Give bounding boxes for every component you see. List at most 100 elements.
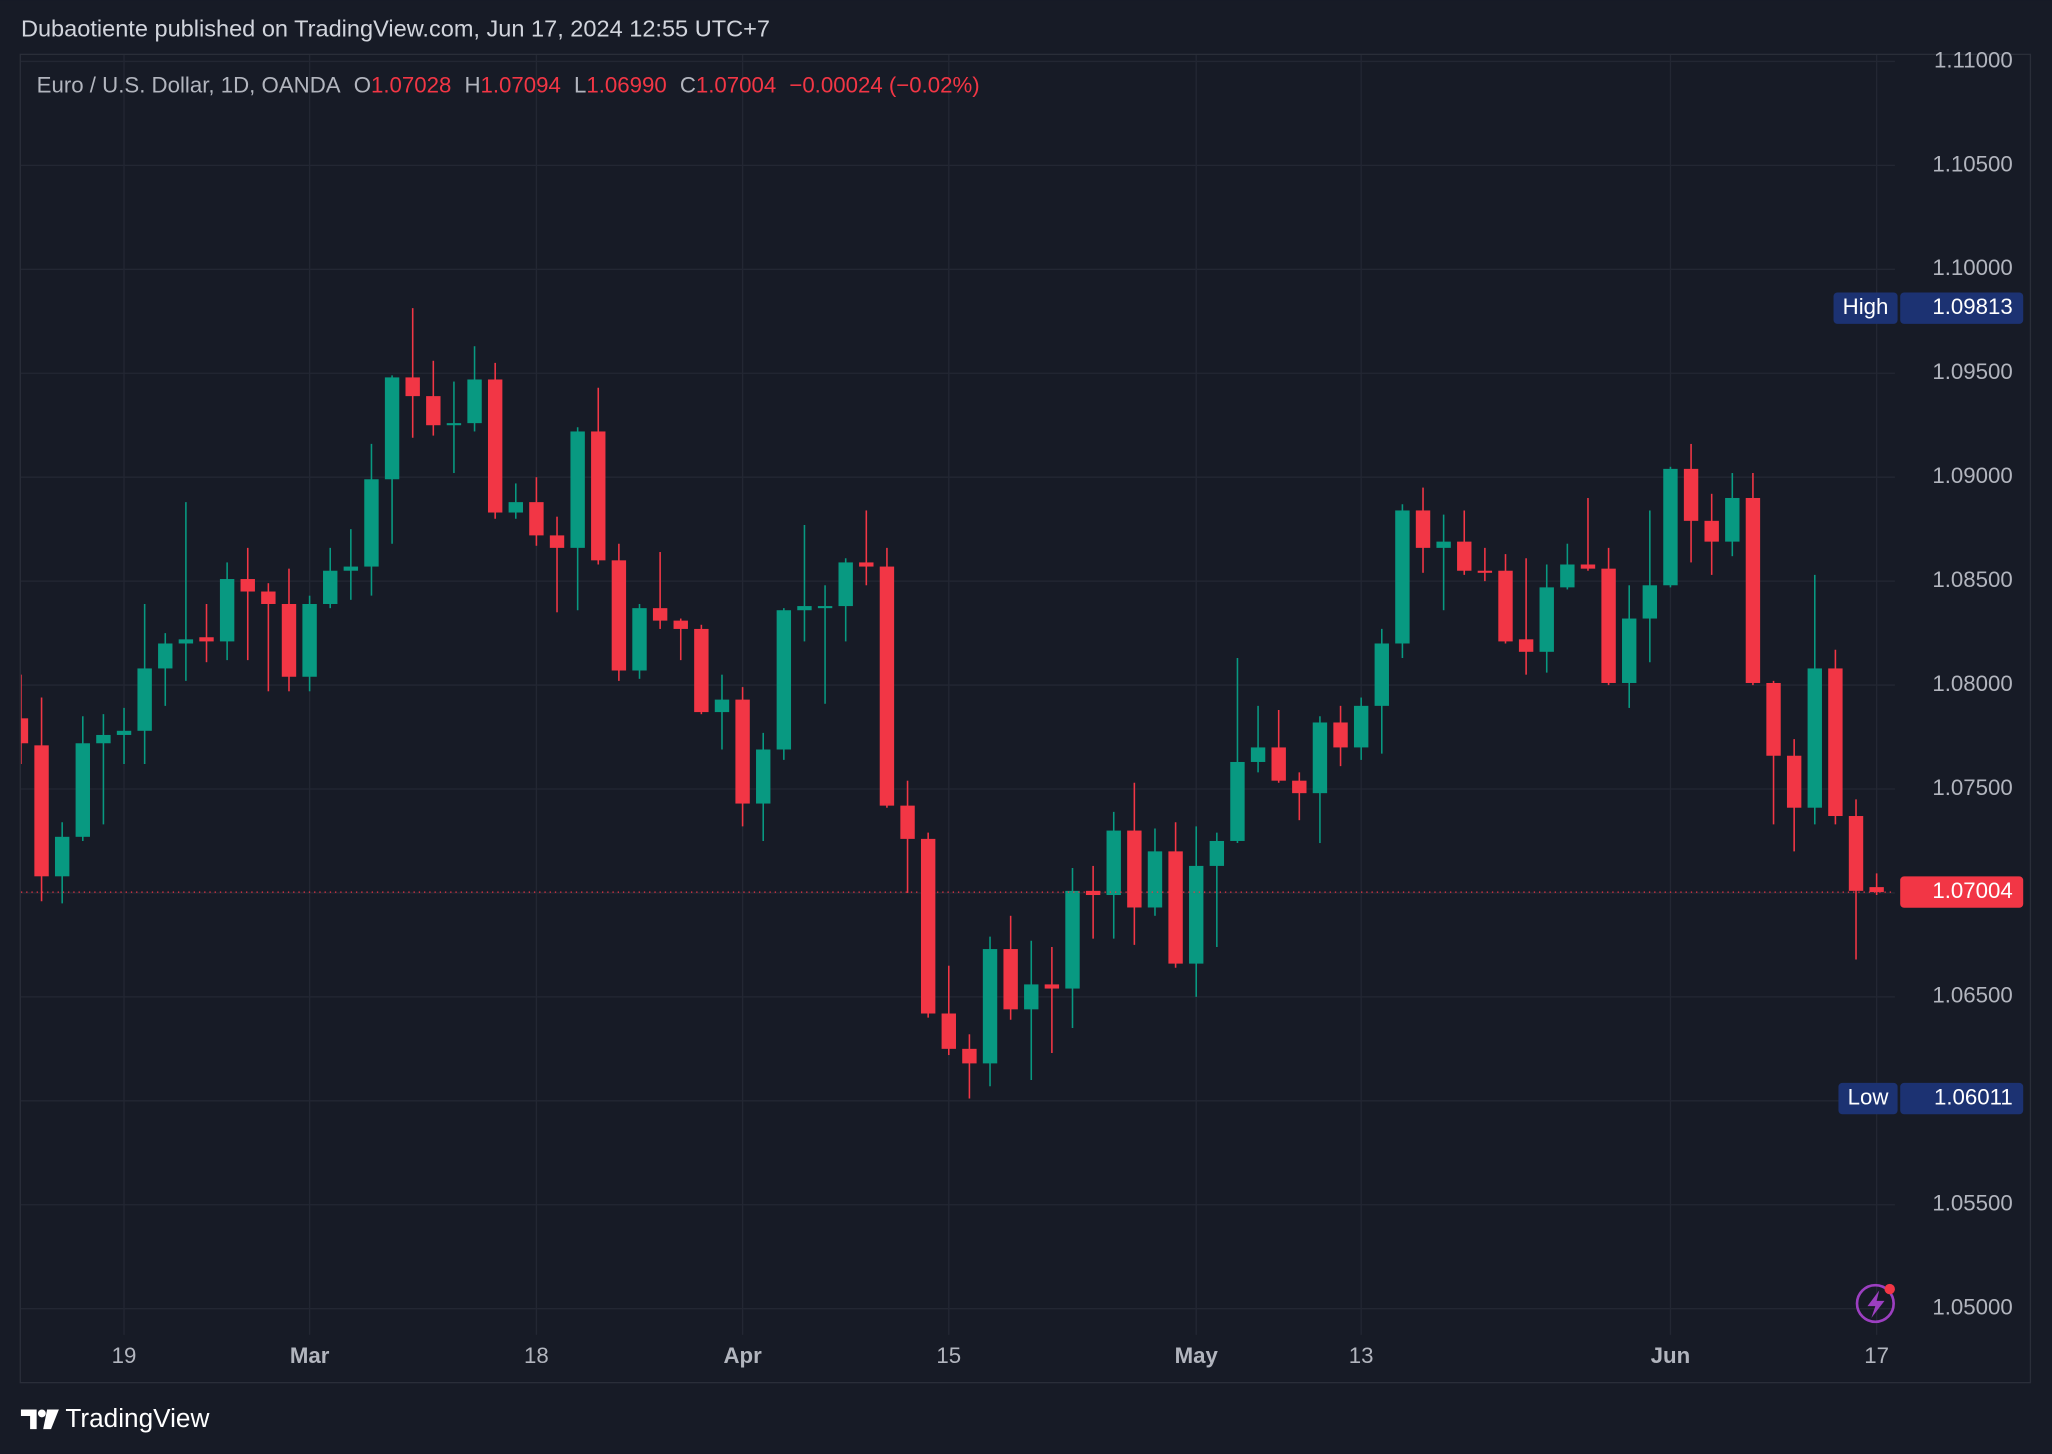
x-tick-label: 13 <box>1349 1343 1374 1368</box>
candle-body <box>1250 747 1266 762</box>
candle-body <box>1869 887 1884 893</box>
candle-body <box>900 805 915 839</box>
candle-body <box>714 699 730 713</box>
last-price-label: 1.07004 <box>1932 878 2012 903</box>
last-price-badge <box>1900 876 2024 908</box>
x-tick-label: Apr <box>723 1343 762 1368</box>
change-value: −0.00024 (−0.02%) <box>789 72 979 97</box>
candle-body <box>1271 747 1286 781</box>
extreme-name-label: Low <box>1848 1084 1890 1109</box>
candle-body <box>1374 643 1389 706</box>
candle-body <box>1580 564 1596 569</box>
y-tick-label: 1.10000 <box>1932 255 2012 280</box>
candle-body <box>1539 587 1554 652</box>
candle-body <box>1457 541 1472 571</box>
candle-body <box>673 620 688 629</box>
candle-body <box>1312 722 1328 794</box>
icon-ring <box>1855 1283 1895 1324</box>
ohlc-key: O <box>354 72 371 97</box>
candle-body <box>838 562 853 607</box>
candle-body <box>1065 890 1080 989</box>
candle-body <box>1230 761 1245 841</box>
candle-body <box>54 836 70 877</box>
candle-body <box>1085 890 1101 896</box>
ohlc-key: H <box>464 72 480 97</box>
candle-body <box>817 606 833 609</box>
candle-body <box>96 734 111 744</box>
candle-body <box>1766 682 1781 756</box>
candles <box>20 308 1884 1099</box>
candle-body <box>694 628 709 713</box>
candle-body <box>487 379 503 513</box>
logo-mark <box>20 1409 37 1430</box>
symbol-name: Euro / U.S. Dollar, 1D, OANDA <box>37 72 341 97</box>
ohlc-key: L <box>574 72 586 97</box>
candle-body <box>797 606 812 611</box>
x-tick-label: 19 <box>112 1343 137 1368</box>
candle-body <box>756 749 771 804</box>
brand-logo <box>20 1409 59 1430</box>
y-tick-label: 1.08500 <box>1932 567 2012 592</box>
candle-body <box>920 838 936 1014</box>
logo-mark <box>43 1409 59 1430</box>
candle-body <box>632 608 647 671</box>
x-tick-label: Mar <box>290 1343 330 1368</box>
candle-body <box>405 377 420 397</box>
candle-body <box>343 566 359 571</box>
extreme-value-badge <box>1900 292 2024 324</box>
candle-body <box>1209 840 1225 866</box>
candle-body <box>1189 865 1204 964</box>
candle-body <box>1477 570 1493 573</box>
candle-body <box>219 579 235 642</box>
candle-body <box>1725 497 1740 542</box>
y-tick-label: 1.11000 <box>1934 47 2013 72</box>
candle-body <box>1292 780 1307 794</box>
candle-body <box>1003 949 1018 1010</box>
candle-body <box>652 608 668 621</box>
grid <box>20 54 1895 1335</box>
candle-body <box>426 396 441 426</box>
candle-body <box>446 423 462 426</box>
symbol-legend: Euro / U.S. Dollar, 1D, OANDA O1.07028 H 1.… <box>37 72 980 97</box>
candle-body <box>962 1048 977 1064</box>
candle-body <box>1415 510 1431 548</box>
candle-body <box>1044 984 1060 989</box>
candle-body <box>364 479 379 567</box>
ohlc-value: 1.06990 <box>586 72 666 97</box>
candle-body <box>776 610 792 750</box>
candle-body <box>302 603 317 677</box>
x-tick-label: May <box>1175 1343 1219 1368</box>
candle-body <box>1436 541 1451 548</box>
ohlc-key: C <box>680 72 696 97</box>
candle-body <box>735 699 750 804</box>
y-tick-label: 1.07500 <box>1932 775 2012 800</box>
y-tick-label: 1.05000 <box>1932 1295 2012 1320</box>
candle-body <box>1395 510 1410 644</box>
candle-body <box>34 745 49 877</box>
y-tick-label: 1.10500 <box>1932 151 2012 176</box>
candle-body <box>1106 830 1121 896</box>
candle-body <box>879 566 895 806</box>
y-tick-label: 1.09000 <box>1932 463 2012 488</box>
candle-body <box>1622 618 1637 683</box>
candle-body <box>1168 851 1183 964</box>
y-tick-label: 1.06500 <box>1932 983 2012 1008</box>
extreme-name-badge <box>1838 1082 1898 1115</box>
candle-body <box>1560 564 1575 588</box>
candle-body <box>529 502 544 536</box>
candle-body <box>1498 570 1513 642</box>
x-tick-label: 17 <box>1864 1343 1889 1368</box>
candle-body <box>941 1013 956 1049</box>
ohlc-value: 1.07004 <box>696 72 776 97</box>
candle-body <box>1663 468 1678 586</box>
candle-body <box>1353 705 1369 748</box>
ohlc-value: 1.07028 <box>371 72 451 97</box>
candle-body <box>323 570 338 604</box>
candle-body <box>158 643 173 669</box>
candle-body <box>1147 851 1163 908</box>
candle-body <box>508 502 523 513</box>
y-tick-label: 1.08000 <box>1932 671 2012 696</box>
